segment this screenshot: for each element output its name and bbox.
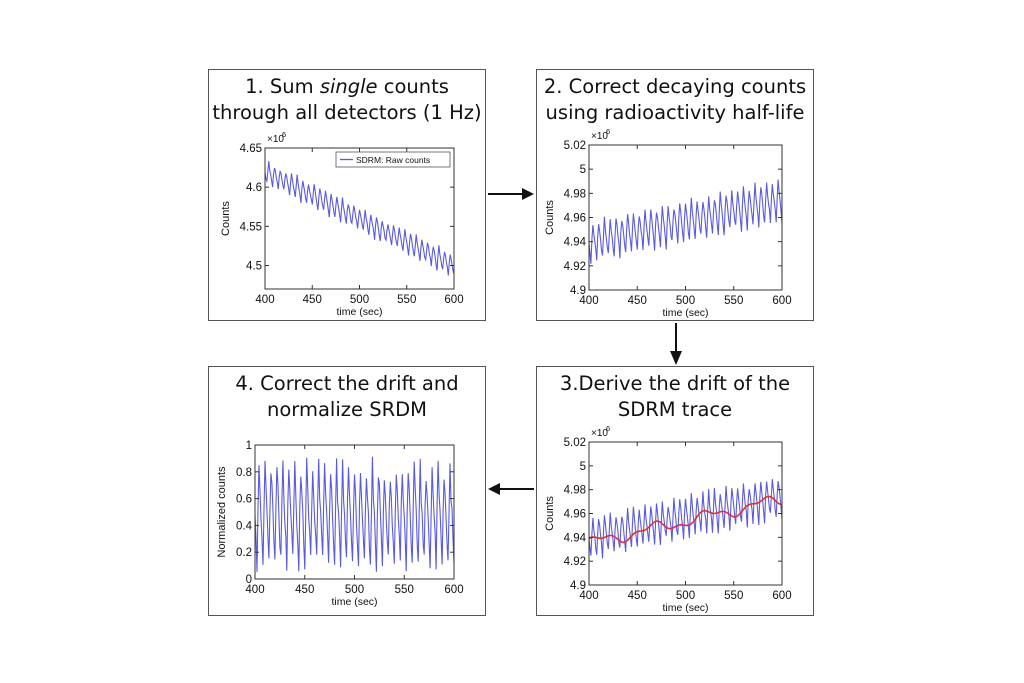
x-tick-label: 600 xyxy=(444,294,463,306)
x-tick-label: 450 xyxy=(303,294,322,306)
y-tick-label: 4.6 xyxy=(246,182,262,194)
y-tick-label: 4.92 xyxy=(564,261,586,273)
panel-4-normalize: 4. Correct the drift and normalize SRDM … xyxy=(208,366,486,616)
y-tick-label: 4.94 xyxy=(564,532,587,544)
panel-4-title-line2: normalize SRDM xyxy=(267,398,427,421)
legend-box xyxy=(335,151,451,168)
panel-1-title-pre: 1. Sum xyxy=(245,75,320,98)
y-tick-label: 4.94 xyxy=(564,237,587,249)
legend-label: SDRM: Raw counts xyxy=(356,155,430,165)
y-tick-label: 4.9 xyxy=(570,285,586,297)
y-tick-label: 1 xyxy=(246,440,252,452)
x-tick-label: 500 xyxy=(350,294,369,306)
y-tick-label: 0.6 xyxy=(236,494,252,506)
panel-3-derive-drift: 3.Derive the drift of the SDRM trace 5.0… xyxy=(536,366,814,616)
series-line-sdrm-raw-counts xyxy=(264,161,455,276)
y-tick-label: 0.8 xyxy=(236,467,252,479)
y-axis-label: Normalized counts xyxy=(216,466,228,558)
panel-2-correct-decay: 2. Correct decaying counts using radioac… xyxy=(536,69,814,321)
x-tick-label: 550 xyxy=(724,295,743,307)
scale-factor-label: ×10 xyxy=(591,428,608,439)
panel-3-title: 3.Derive the drift of the SDRM trace xyxy=(537,371,813,423)
series-line-corrected-counts xyxy=(588,479,783,559)
panel-1-title-post: counts xyxy=(377,75,449,98)
y-tick-label: 5 xyxy=(580,164,586,176)
y-tick-label: 4.98 xyxy=(564,485,586,497)
axes-box xyxy=(264,147,455,290)
panel-1-title-italic: single xyxy=(319,75,378,98)
plot-raw-counts: 4.65 4.6 4.55 4.5 400 450 500 550 600 time (sec) C… xyxy=(220,130,464,318)
x-tick-label: 400 xyxy=(579,295,598,307)
panel-2-title-line2: using radioactivity half-life xyxy=(545,101,805,124)
x-tick-label: 400 xyxy=(255,294,274,306)
series-line-drift xyxy=(588,495,783,544)
panel-4-title: 4. Correct the drift and normalize SRDM xyxy=(209,371,485,423)
panel-2-title: 2. Correct decaying counts using radioac… xyxy=(537,74,813,126)
panel-3-title-line1: 3.Derive the drift of the xyxy=(559,372,791,395)
y-axis-label: Counts xyxy=(544,496,556,531)
scale-factor-exponent: 6 xyxy=(606,127,610,136)
panel-4-title-line1: 4. Correct the drift and xyxy=(235,372,459,395)
y-tick-label: 0.2 xyxy=(236,547,252,559)
y-tick-label: 4.9 xyxy=(570,580,586,592)
x-tick-label: 600 xyxy=(772,590,791,602)
x-axis-label: time (sec) xyxy=(662,307,708,319)
series-line-corrected-counts xyxy=(588,179,783,264)
y-tick-label: 4.96 xyxy=(564,509,586,521)
y-axis-label: Counts xyxy=(544,200,556,235)
panel-1-title-line2: through all detectors (1 Hz) xyxy=(212,101,482,124)
y-tick-label: 5.02 xyxy=(564,140,586,152)
x-tick-label: 600 xyxy=(444,584,463,596)
y-axis-label: Counts xyxy=(220,201,232,236)
panel-1-title: 1. Sum single counts through all detecto… xyxy=(209,74,485,126)
y-tick-label: 4.5 xyxy=(246,261,262,273)
scale-factor-label: ×10 xyxy=(591,131,608,142)
panel-3-title-line2: SDRM trace xyxy=(617,398,733,421)
x-tick-label: 400 xyxy=(579,590,598,602)
x-tick-label: 500 xyxy=(676,295,695,307)
y-tick-label: 0.4 xyxy=(236,520,253,532)
y-tick-label: 4.98 xyxy=(564,188,586,200)
panel-2-title-line1: 2. Correct decaying counts xyxy=(543,75,807,98)
y-tick-label: 4.96 xyxy=(564,213,586,225)
x-tick-label: 450 xyxy=(295,584,314,596)
y-tick-label: 4.65 xyxy=(240,143,262,155)
arrow-3-to-4 xyxy=(488,483,534,495)
x-tick-label: 550 xyxy=(724,590,743,602)
x-tick-label: 600 xyxy=(772,295,791,307)
x-tick-label: 550 xyxy=(395,584,414,596)
panel-1-sum-counts: 1. Sum single counts through all detecto… xyxy=(208,69,486,321)
y-tick-label: 4.92 xyxy=(564,556,586,568)
arrow-1-to-2 xyxy=(488,188,534,200)
x-tick-label: 450 xyxy=(628,590,647,602)
y-tick-label: 0 xyxy=(246,574,252,586)
scale-factor-exponent: 6 xyxy=(606,424,610,433)
x-tick-label: 500 xyxy=(676,590,695,602)
y-tick-label: 4.55 xyxy=(240,221,262,233)
x-tick-label: 550 xyxy=(397,294,416,306)
x-tick-label: 400 xyxy=(245,584,264,596)
y-tick-label: 5 xyxy=(580,461,586,473)
x-axis-label: time (sec) xyxy=(336,306,382,318)
scale-factor-exponent: 6 xyxy=(282,130,286,139)
x-axis-label: time (sec) xyxy=(662,602,708,614)
series-line-normalized-counts xyxy=(254,456,455,572)
x-tick-label: 500 xyxy=(345,584,364,596)
x-axis-label: time (sec) xyxy=(331,596,377,608)
scale-factor-label: ×10 xyxy=(267,134,284,145)
x-tick-label: 450 xyxy=(628,295,647,307)
arrow-2-to-3 xyxy=(670,323,682,365)
y-tick-label: 5.02 xyxy=(564,437,586,449)
